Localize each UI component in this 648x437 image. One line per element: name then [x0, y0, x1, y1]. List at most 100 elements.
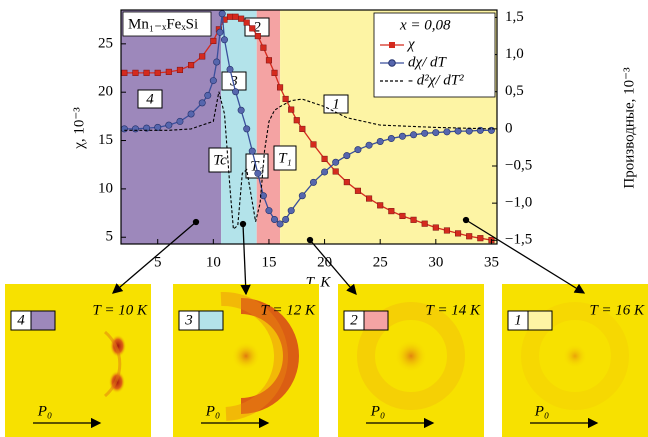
panel-title: T = 12 K	[261, 302, 316, 318]
y2-tick-label: −1,0	[505, 195, 532, 211]
data-point	[266, 207, 272, 213]
panel-label-color	[199, 311, 223, 330]
data-point	[188, 62, 194, 68]
data-point	[121, 126, 127, 132]
y2-tick-label: 1,5	[505, 9, 524, 25]
data-point	[400, 213, 406, 219]
data-point	[433, 225, 439, 231]
data-point	[255, 170, 261, 176]
data-point	[399, 133, 405, 139]
data-point	[299, 193, 305, 199]
y2-tick-label: 1,0	[505, 46, 524, 62]
data-point	[355, 188, 361, 194]
data-point	[199, 100, 205, 106]
center-spot	[563, 344, 587, 368]
panel-label-color	[528, 311, 552, 330]
y2-axis-label: Производные, 10⁻³	[621, 67, 637, 189]
data-point	[344, 179, 350, 185]
data-point	[255, 33, 261, 39]
data-point	[213, 59, 219, 65]
data-point	[294, 117, 300, 123]
data-point	[310, 179, 316, 185]
data-point	[249, 148, 255, 154]
data-point	[233, 14, 239, 20]
data-point	[266, 57, 272, 63]
panels: 4 T = 10 K P₀ 3 T = 12 K P₀ 2 T = 14 K P₀ 1 T = 16…	[5, 284, 648, 437]
vector-label: P₀	[37, 403, 52, 419]
data-point	[238, 16, 244, 22]
data-point	[288, 207, 294, 213]
panel-label-color	[364, 311, 388, 330]
legend-label: dχ/ dT	[408, 54, 448, 70]
panel-label: 3	[184, 312, 193, 328]
panel-label-color	[31, 311, 55, 330]
data-point	[244, 126, 250, 132]
data-point	[322, 156, 328, 162]
data-point	[411, 217, 417, 223]
vector-label: P₀	[370, 403, 385, 419]
transition-label: Tc	[213, 152, 227, 168]
data-point	[166, 122, 172, 128]
panel-title: T = 14 K	[426, 302, 481, 318]
y2-tick-label: −0,5	[505, 157, 532, 173]
data-point	[132, 126, 138, 132]
data-point	[211, 38, 217, 44]
transition-label: T₁	[278, 150, 292, 166]
data-point	[332, 159, 338, 165]
panel-title: T = 10 K	[93, 302, 148, 318]
data-point	[377, 138, 383, 144]
data-point	[433, 129, 439, 135]
data-point	[288, 107, 294, 113]
data-point	[282, 216, 288, 222]
data-point	[205, 92, 211, 98]
region-label: 1	[332, 96, 340, 112]
panel-label: 1	[514, 312, 522, 328]
data-point	[455, 128, 461, 134]
y2-tick-label: 0	[505, 120, 513, 136]
data-point	[122, 70, 128, 76]
vector-label: P₀	[534, 403, 549, 419]
data-point	[177, 118, 183, 124]
data-point	[221, 37, 227, 43]
panel-title: T = 16 K	[590, 302, 645, 318]
data-point	[261, 45, 267, 51]
arrow-dot	[194, 220, 199, 225]
y-tick-label: 5	[106, 229, 114, 245]
data-point	[210, 77, 216, 83]
legend-marker	[389, 60, 396, 67]
data-point	[277, 85, 283, 91]
data-point	[217, 29, 223, 35]
data-point	[283, 96, 289, 102]
y-tick-label: 10	[98, 180, 113, 196]
x-tick-label: 25	[373, 254, 388, 270]
legend-label: - d²χ/ dT²	[408, 72, 464, 88]
legend-marker	[389, 42, 395, 48]
data-point	[232, 89, 238, 95]
data-point	[466, 233, 472, 239]
data-point	[219, 11, 225, 17]
data-point	[366, 196, 372, 202]
figure: 4321TcT₂T₁51015202530355101520251,51,00,…	[0, 0, 648, 437]
arrow-dot	[464, 218, 469, 223]
legend-label: χ	[406, 36, 415, 52]
data-point	[377, 203, 383, 209]
data-point	[277, 221, 283, 227]
panel-label: 4	[17, 312, 25, 328]
data-point	[249, 26, 255, 32]
data-point	[421, 130, 427, 136]
compound-label: Mn₁₋ₓFeₓSi	[128, 16, 198, 32]
data-point	[333, 169, 339, 175]
data-point	[271, 216, 277, 222]
panel-label: 2	[350, 312, 358, 328]
vector-label: P₀	[205, 403, 220, 419]
y2-tick-label: −1,5	[505, 232, 532, 248]
data-point	[300, 126, 306, 132]
y-tick-label: 20	[98, 84, 113, 100]
data-point	[455, 231, 461, 237]
data-point	[155, 70, 161, 76]
x-tick-label: 30	[428, 254, 443, 270]
data-point	[311, 142, 317, 148]
data-point	[238, 107, 244, 113]
data-point	[227, 14, 233, 20]
